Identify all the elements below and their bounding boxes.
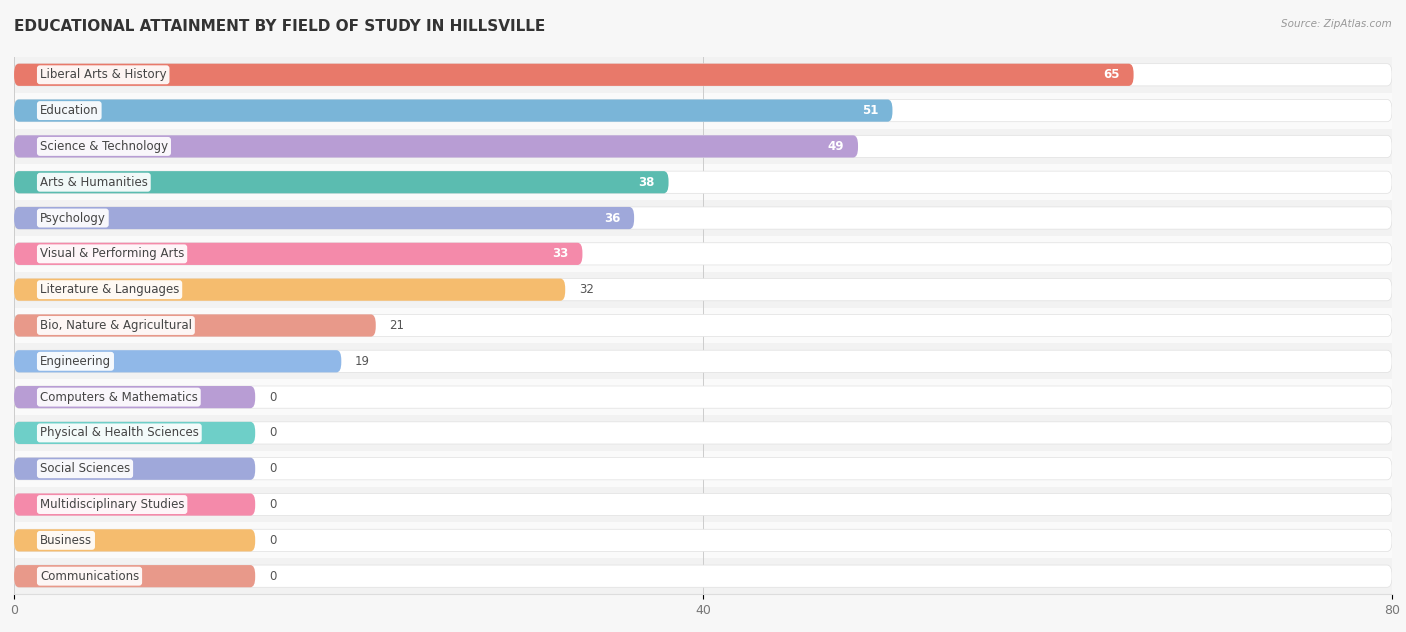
Text: 32: 32 [579,283,593,296]
FancyBboxPatch shape [14,458,1392,480]
FancyBboxPatch shape [14,99,1392,122]
Text: Science & Technology: Science & Technology [39,140,169,153]
FancyBboxPatch shape [14,523,1392,558]
FancyBboxPatch shape [14,207,1392,229]
FancyBboxPatch shape [14,314,1392,337]
Text: Engineering: Engineering [39,355,111,368]
Text: Communications: Communications [39,569,139,583]
FancyBboxPatch shape [14,93,1392,128]
FancyBboxPatch shape [14,565,256,587]
FancyBboxPatch shape [14,171,669,193]
FancyBboxPatch shape [14,451,1392,487]
Text: Physical & Health Sciences: Physical & Health Sciences [39,427,198,439]
FancyBboxPatch shape [14,529,1392,552]
FancyBboxPatch shape [14,279,1392,301]
Text: 0: 0 [269,427,277,439]
FancyBboxPatch shape [14,458,256,480]
Text: Social Sciences: Social Sciences [39,462,131,475]
FancyBboxPatch shape [14,171,1392,193]
Text: 0: 0 [269,498,277,511]
FancyBboxPatch shape [14,279,565,301]
FancyBboxPatch shape [14,494,1392,516]
FancyBboxPatch shape [14,99,893,122]
Text: 19: 19 [356,355,370,368]
FancyBboxPatch shape [14,386,256,408]
FancyBboxPatch shape [14,386,1392,408]
FancyBboxPatch shape [14,164,1392,200]
FancyBboxPatch shape [14,422,1392,444]
FancyBboxPatch shape [14,379,1392,415]
FancyBboxPatch shape [14,200,1392,236]
FancyBboxPatch shape [14,529,256,552]
Text: 0: 0 [269,534,277,547]
FancyBboxPatch shape [14,272,1392,308]
FancyBboxPatch shape [14,487,1392,523]
Text: Visual & Performing Arts: Visual & Performing Arts [39,247,184,260]
Text: Liberal Arts & History: Liberal Arts & History [39,68,166,82]
FancyBboxPatch shape [14,243,582,265]
FancyBboxPatch shape [14,422,256,444]
FancyBboxPatch shape [14,565,1392,587]
FancyBboxPatch shape [14,128,1392,164]
FancyBboxPatch shape [14,308,1392,343]
Text: 0: 0 [269,391,277,404]
FancyBboxPatch shape [14,64,1392,86]
Text: 0: 0 [269,462,277,475]
Text: 49: 49 [828,140,844,153]
Text: 33: 33 [553,247,568,260]
Text: 65: 65 [1104,68,1119,82]
Text: Source: ZipAtlas.com: Source: ZipAtlas.com [1281,19,1392,29]
FancyBboxPatch shape [14,343,1392,379]
FancyBboxPatch shape [14,314,375,337]
Text: Computers & Mathematics: Computers & Mathematics [39,391,198,404]
FancyBboxPatch shape [14,135,858,157]
Text: Multidisciplinary Studies: Multidisciplinary Studies [39,498,184,511]
Text: Education: Education [39,104,98,117]
FancyBboxPatch shape [14,415,1392,451]
FancyBboxPatch shape [14,135,1392,157]
FancyBboxPatch shape [14,494,256,516]
Text: 36: 36 [605,212,620,224]
Text: Psychology: Psychology [39,212,105,224]
Text: Arts & Humanities: Arts & Humanities [39,176,148,189]
Text: Literature & Languages: Literature & Languages [39,283,180,296]
Text: Bio, Nature & Agricultural: Bio, Nature & Agricultural [39,319,191,332]
FancyBboxPatch shape [14,64,1133,86]
Text: 51: 51 [862,104,879,117]
FancyBboxPatch shape [14,236,1392,272]
FancyBboxPatch shape [14,57,1392,93]
Text: 38: 38 [638,176,655,189]
FancyBboxPatch shape [14,350,1392,372]
FancyBboxPatch shape [14,558,1392,594]
Text: Business: Business [39,534,91,547]
Text: 21: 21 [389,319,405,332]
FancyBboxPatch shape [14,243,1392,265]
Text: 0: 0 [269,569,277,583]
FancyBboxPatch shape [14,207,634,229]
FancyBboxPatch shape [14,350,342,372]
Text: EDUCATIONAL ATTAINMENT BY FIELD OF STUDY IN HILLSVILLE: EDUCATIONAL ATTAINMENT BY FIELD OF STUDY… [14,19,546,34]
